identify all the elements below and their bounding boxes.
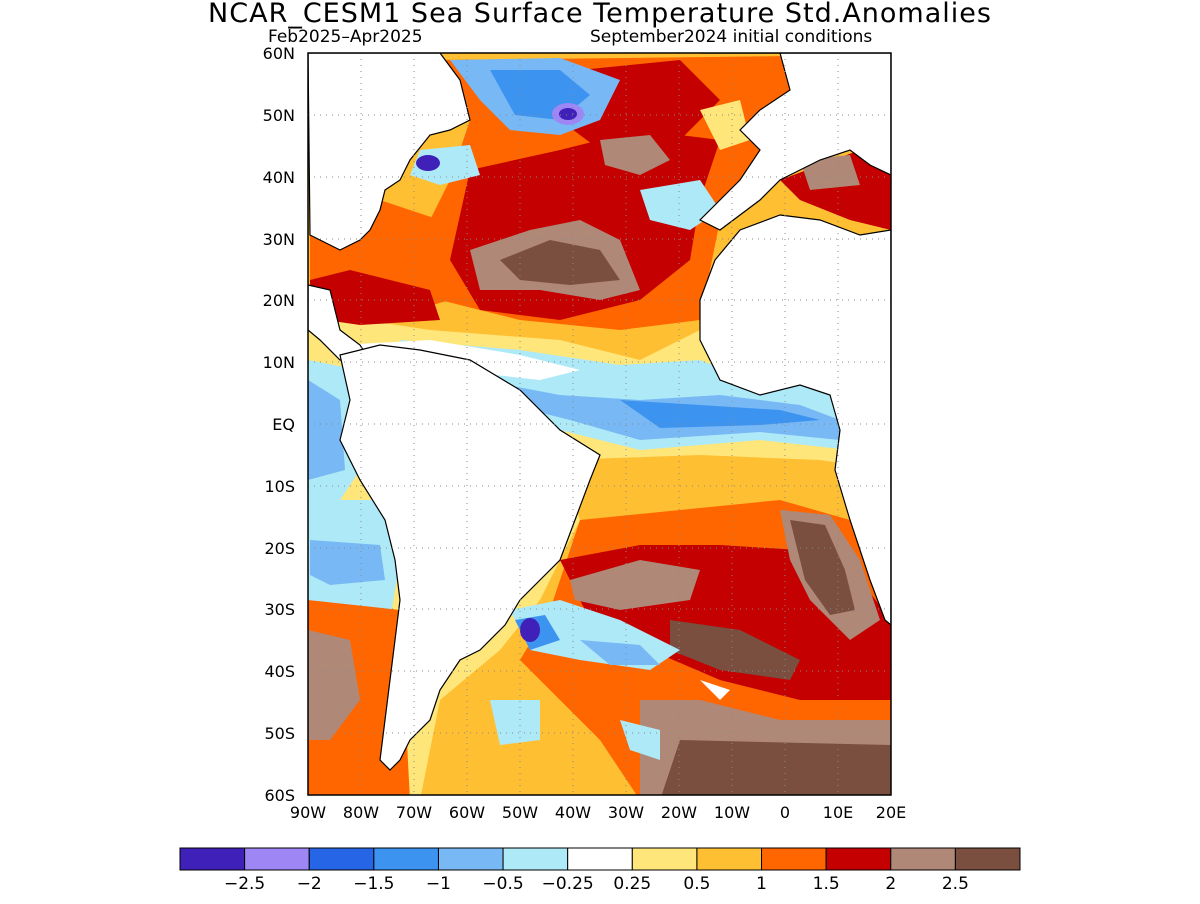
lat-axis: 60N 50N 40N 30N 20N 10N EQ 10S 20S 30S 4… [263,44,295,805]
lon-label: 80W [343,803,379,822]
lat-label: 20N [263,291,295,310]
initial-conditions: September2024 initial conditions [590,27,873,47]
colorbar-swatch [696,847,763,871]
colorbar-label: 1.5 [813,874,840,894]
colorbar-labels: −2.5 −2 −1.5 −1 −0.5 −0.25 0.25 0.5 1 1.5 2 2.5 [224,874,969,894]
colorbar-swatch [761,847,827,871]
lat-label: 30N [263,230,295,249]
colorbar-swatch [437,847,504,871]
colorbar-swatch [890,847,956,871]
colorbar-swatch [244,847,310,871]
lon-label: 30W [608,803,644,822]
lat-label: 40S [264,662,295,681]
colorbar [179,847,1021,871]
colorbar-label: −2 [297,874,322,894]
lon-label: 10E [823,803,853,822]
colorbar-label: 2 [885,874,896,894]
map-grid [308,53,891,795]
lat-label: 40N [263,168,295,187]
lat-label: 50S [264,724,295,743]
colorbar-swatch [373,847,439,871]
colorbar-label: −0.25 [542,874,594,894]
map-title: NCAR_CESM1 Sea Surface Temperature Std.A… [208,0,992,29]
lon-label: 50W [502,803,538,822]
lat-label: 50N [263,106,295,125]
lat-label: 20S [264,539,295,558]
colorbar-label: 0.5 [683,874,710,894]
lat-label: EQ [272,415,295,434]
lon-label: 70W [396,803,432,822]
colorbar-swatch [308,847,375,871]
lat-label: 10S [264,477,295,496]
colorbar-swatch [567,847,633,871]
colorbar-label: −2.5 [224,874,265,894]
colorbar-label: −0.5 [482,874,523,894]
lat-label: 60S [264,786,295,805]
colorbar-swatch [631,847,698,871]
lat-label: 60N [263,44,295,63]
colorbar-label: 1 [756,874,767,894]
colorbar-label: −1 [426,874,451,894]
lon-label: 90W [290,803,326,822]
colorbar-swatch [954,847,1021,871]
lon-label: 0 [780,803,790,822]
colorbar-label: 2.5 [942,874,969,894]
land-mask [308,53,891,771]
lon-label: 10W [714,803,750,822]
map-frame [307,52,892,796]
lat-label: 10N [263,353,295,372]
colorbar-swatch [825,847,892,871]
colorbar-label: 0.25 [613,874,651,894]
lon-label: 40W [555,803,591,822]
colorbar-swatch [502,847,569,871]
lon-axis: 90W 80W 70W 60W 50W 40W 30W 20W 10W 0 10… [290,803,906,822]
colorbar-label: −1.5 [353,874,394,894]
lon-label: 20E [876,803,906,822]
forecast-period: Feb2025–Apr2025 [268,27,423,47]
colorbar-swatch [179,847,246,871]
lon-label: 20W [661,803,697,822]
lon-label: 60W [449,803,485,822]
lat-label: 30S [264,600,295,619]
anomaly-field [308,53,891,795]
